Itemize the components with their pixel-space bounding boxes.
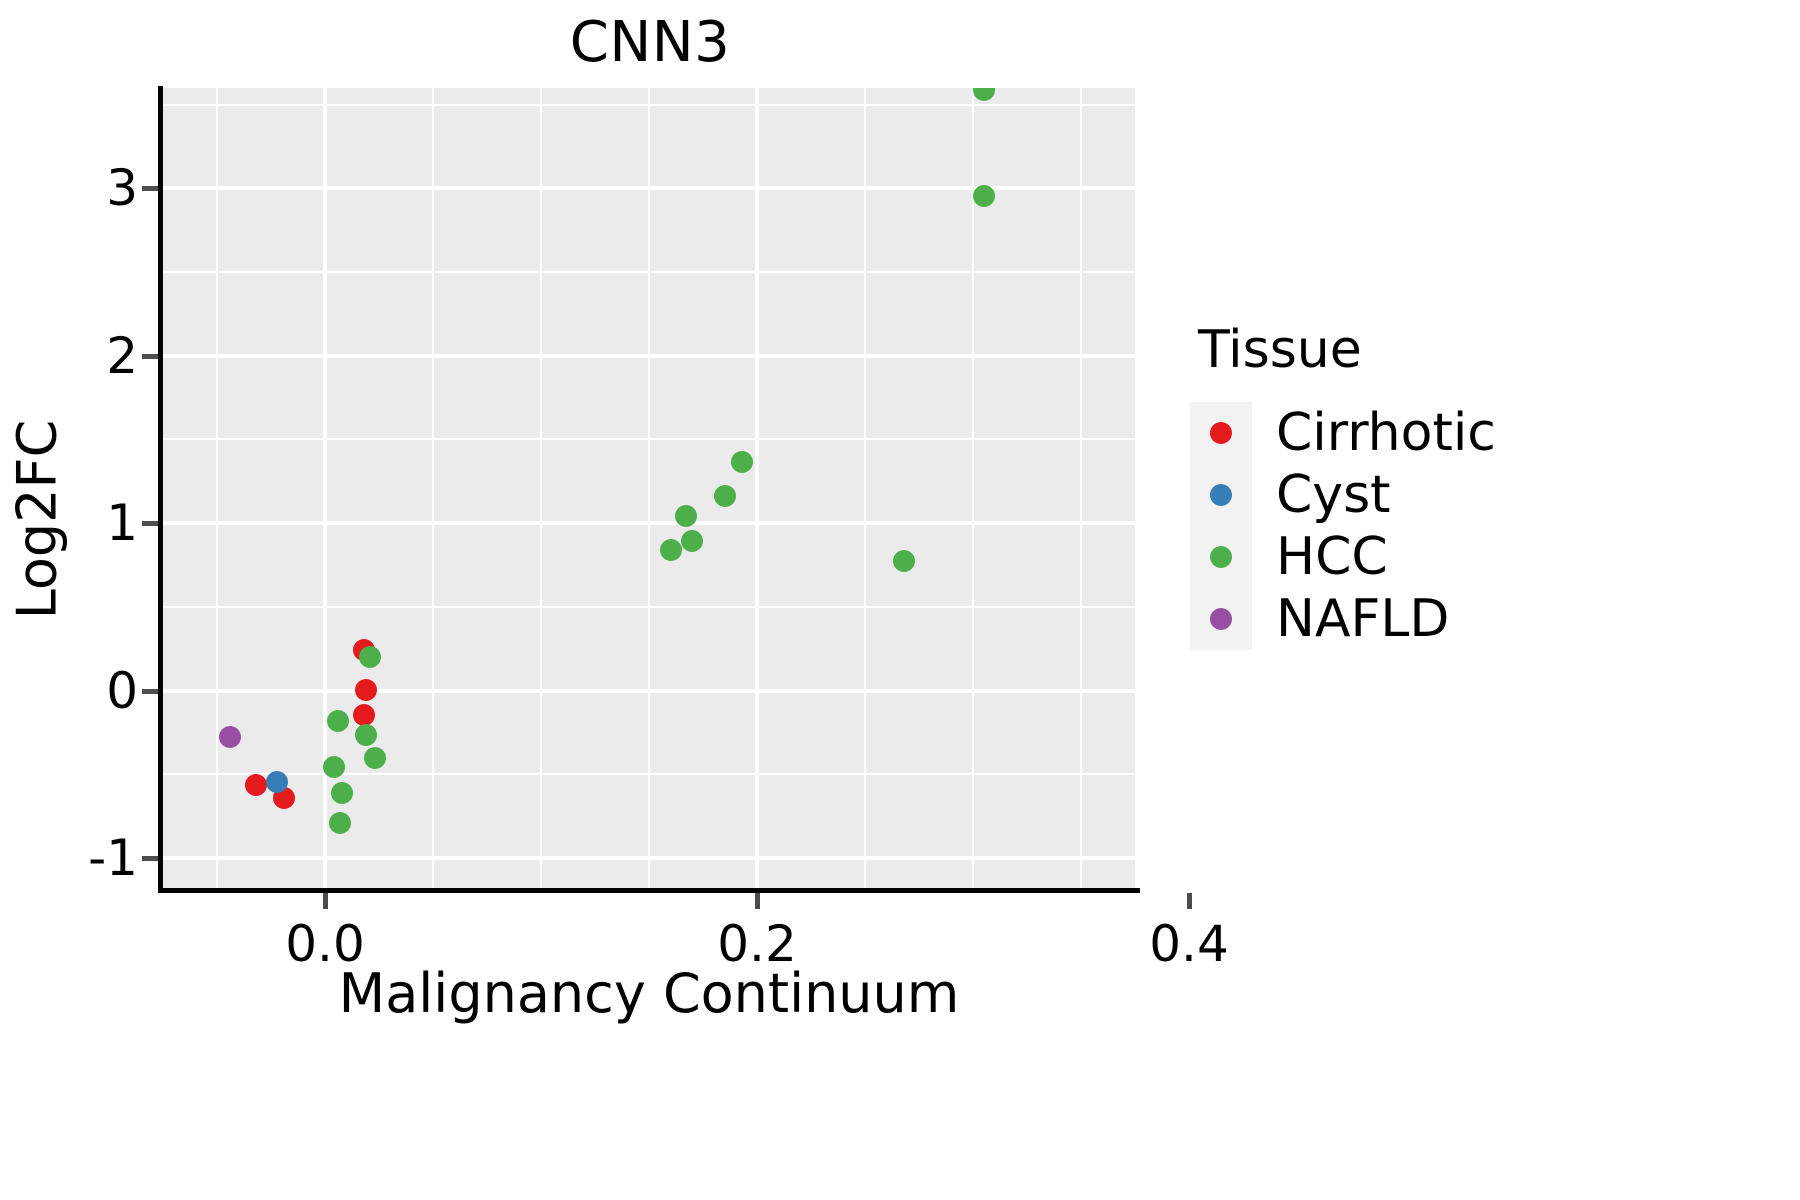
- legend-item-cirrhotic[interactable]: Cirrhotic: [1190, 402, 1770, 464]
- gridline-x-major: [323, 88, 327, 888]
- x-tick-label: 0.0: [285, 915, 365, 973]
- gridline-y-minor: [163, 103, 1135, 106]
- data-point-hcc: [713, 484, 736, 507]
- legend-item-label: NAFLD: [1276, 589, 1450, 649]
- data-point-hcc: [359, 646, 382, 669]
- legend-item-nafld[interactable]: NAFLD: [1190, 588, 1770, 650]
- data-point-hcc: [329, 811, 352, 834]
- data-point-hcc: [730, 451, 753, 474]
- gridline-x-minor: [216, 88, 218, 888]
- x-axis-title: Malignancy Continuum: [338, 962, 960, 1025]
- gridline-y-minor: [163, 605, 1135, 608]
- legend-key-swatch: [1190, 464, 1252, 526]
- data-point-hcc: [892, 549, 915, 572]
- x-tick-mark: [755, 893, 760, 909]
- plot-panel: [163, 88, 1135, 888]
- y-tick-label: 0: [106, 661, 138, 720]
- data-point-hcc: [326, 709, 349, 732]
- gridline-x-minor: [648, 88, 650, 888]
- y-tick-label: -1: [88, 828, 138, 887]
- gridline-x-minor: [540, 88, 542, 888]
- y-tick-mark: [142, 353, 158, 359]
- gridline-y-major: [163, 353, 1135, 358]
- gridline-y-minor: [163, 773, 1135, 776]
- y-tick-label: 1: [106, 494, 138, 553]
- data-point-nafld: [218, 725, 241, 748]
- x-tick-mark: [323, 893, 328, 909]
- data-point-hcc: [355, 723, 378, 746]
- y-tick-label: 3: [106, 159, 138, 218]
- data-point-hcc: [681, 529, 704, 552]
- gridline-y-major: [163, 855, 1135, 860]
- page-title: CNN3: [569, 10, 731, 75]
- gridline-y-minor: [163, 271, 1135, 274]
- legend-dot-icon: [1210, 546, 1232, 568]
- gridline-y-minor: [163, 438, 1135, 441]
- y-tick-mark: [142, 186, 158, 192]
- data-point-hcc: [331, 782, 354, 805]
- data-point-hcc: [972, 88, 995, 101]
- data-point-hcc: [363, 747, 386, 770]
- gridline-x-major: [755, 88, 759, 888]
- legend-title: Tissue: [1198, 320, 1362, 380]
- y-axis-title: Log2FC: [5, 419, 69, 620]
- y-axis-line: [158, 86, 163, 892]
- gridline-x-minor: [1080, 88, 1082, 888]
- data-point-hcc: [322, 755, 345, 778]
- legend-item-label: Cyst: [1276, 465, 1391, 525]
- gridline-x-minor: [864, 88, 866, 888]
- y-tick-mark: [142, 855, 158, 861]
- legend-key-swatch: [1190, 526, 1252, 588]
- gridline-y-major: [163, 521, 1135, 526]
- x-tick-mark: [1187, 893, 1192, 909]
- legend-key-swatch: [1190, 402, 1252, 464]
- data-point-cirrhotic: [355, 678, 378, 701]
- data-point-cirrhotic: [352, 703, 375, 726]
- gridline-x-minor: [432, 88, 434, 888]
- legend: Tissue Cirrhotic Cyst HCC NAFLD: [1190, 320, 1770, 650]
- data-point-cirrhotic: [244, 774, 267, 797]
- legend-dot-icon: [1210, 484, 1232, 506]
- x-tick-label: 0.2: [717, 915, 797, 973]
- legend-dot-icon: [1210, 608, 1232, 630]
- data-point-cyst: [266, 770, 289, 793]
- legend-key-swatch: [1190, 588, 1252, 650]
- legend-item-label: Cirrhotic: [1276, 403, 1496, 463]
- legend-items: Cirrhotic Cyst HCC NAFLD: [1190, 402, 1770, 650]
- gridline-y-major: [163, 186, 1135, 191]
- y-tick-mark: [142, 688, 158, 694]
- legend-item-hcc[interactable]: HCC: [1190, 526, 1770, 588]
- data-point-cirrhotic: [272, 787, 295, 810]
- legend-item-label: HCC: [1276, 527, 1388, 587]
- data-point-hcc: [972, 184, 995, 207]
- data-point-hcc: [659, 538, 682, 561]
- legend-dot-icon: [1210, 422, 1232, 444]
- gridline-y-major: [163, 688, 1135, 693]
- legend-item-cyst[interactable]: Cyst: [1190, 464, 1770, 526]
- y-tick-mark: [142, 521, 158, 527]
- gridline-x-minor: [972, 88, 974, 888]
- data-point-hcc: [674, 504, 697, 527]
- y-tick-label: 2: [106, 326, 138, 385]
- x-axis-line: [158, 888, 1140, 893]
- x-tick-label: 0.4: [1149, 915, 1229, 973]
